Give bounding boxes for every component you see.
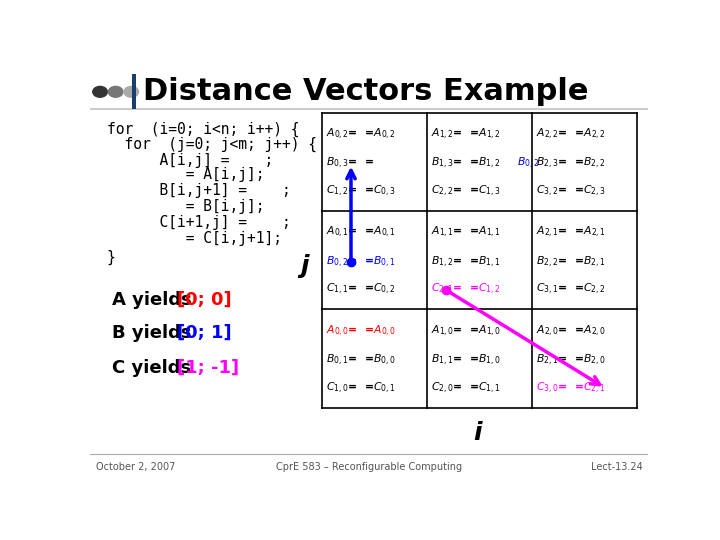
Text: $B_{0,2}$: $B_{0,2}$ bbox=[516, 156, 539, 171]
Text: }: } bbox=[107, 249, 115, 265]
Text: $C_{3,2}$=  =$C_{2,3}$: $C_{3,2}$= =$C_{2,3}$ bbox=[536, 184, 606, 199]
Text: $A_{2,2}$=  =$A_{2,2}$: $A_{2,2}$= =$A_{2,2}$ bbox=[536, 127, 606, 142]
Text: $C_{2,2}$=  =$C_{1,3}$: $C_{2,2}$= =$C_{1,3}$ bbox=[431, 184, 500, 199]
Text: $A_{1,1}$=  =$A_{1,1}$: $A_{1,1}$= =$A_{1,1}$ bbox=[431, 225, 501, 240]
Text: $A_{2,1}$=  =$A_{2,1}$: $A_{2,1}$= =$A_{2,1}$ bbox=[536, 225, 606, 240]
Circle shape bbox=[109, 86, 123, 97]
Text: October 2, 2007: October 2, 2007 bbox=[96, 462, 175, 472]
Text: $A_{0,2}$=  =$A_{0,2}$: $A_{0,2}$= =$A_{0,2}$ bbox=[325, 127, 396, 142]
Text: for  (j=0; j<m; j++) {: for (j=0; j<m; j++) { bbox=[107, 137, 317, 152]
Text: = B[i,j];: = B[i,j]; bbox=[107, 199, 264, 214]
FancyBboxPatch shape bbox=[132, 74, 136, 109]
Text: $B_{2,3}$=  =$B_{2,2}$: $B_{2,3}$= =$B_{2,2}$ bbox=[536, 156, 606, 171]
Text: $C_{1,0}$=  =$C_{0,1}$: $C_{1,0}$= =$C_{0,1}$ bbox=[325, 381, 395, 396]
Text: B yields: B yields bbox=[112, 324, 198, 342]
Text: $B_{2,2}$=  =$B_{2,1}$: $B_{2,2}$= =$B_{2,1}$ bbox=[536, 255, 606, 270]
Text: Distance Vectors Example: Distance Vectors Example bbox=[143, 77, 588, 106]
Text: $C_{3,0}$=  =$C_{2,1}$: $C_{3,0}$= =$C_{2,1}$ bbox=[536, 381, 606, 396]
Text: [1; -1]: [1; -1] bbox=[176, 359, 239, 376]
Text: $B_{1,3}$=  =$B_{1,2}$: $B_{1,3}$= =$B_{1,2}$ bbox=[431, 156, 500, 171]
Text: C[i+1,j] =    ;: C[i+1,j] = ; bbox=[107, 215, 290, 230]
Text: $A_{1,2}$=  =$A_{1,2}$: $A_{1,2}$= =$A_{1,2}$ bbox=[431, 127, 500, 142]
Text: $C_{1,2}$=  =$C_{0,3}$: $C_{1,2}$= =$C_{0,3}$ bbox=[325, 184, 396, 199]
Text: = C[i,j+1];: = C[i,j+1]; bbox=[107, 231, 282, 246]
Text: j: j bbox=[300, 254, 309, 279]
Text: C yields: C yields bbox=[112, 359, 198, 376]
Text: A[i,j] =    ;: A[i,j] = ; bbox=[107, 153, 273, 168]
Text: B[i,j+1] =    ;: B[i,j+1] = ; bbox=[107, 183, 290, 198]
Text: $A_{0,0}$=  =$A_{0,0}$: $A_{0,0}$= =$A_{0,0}$ bbox=[325, 323, 396, 339]
Text: $C_{1,1}$=  =$C_{0,2}$: $C_{1,1}$= =$C_{0,2}$ bbox=[325, 282, 395, 298]
Text: A yields: A yields bbox=[112, 291, 198, 309]
Circle shape bbox=[124, 86, 138, 97]
Text: $B_{0,2}$=  =$B_{0,1}$: $B_{0,2}$= =$B_{0,1}$ bbox=[325, 255, 395, 270]
Text: for  (i=0; i<n; i++) {: for (i=0; i<n; i++) { bbox=[107, 122, 300, 137]
Text: [0; 1]: [0; 1] bbox=[176, 324, 231, 342]
Text: $A_{0,1}$=  =$A_{0,1}$: $A_{0,1}$= =$A_{0,1}$ bbox=[325, 225, 396, 240]
Text: $B_{0,3}$=  =: $B_{0,3}$= = bbox=[325, 156, 374, 171]
Text: Lect-13.24: Lect-13.24 bbox=[590, 462, 642, 472]
Text: = A[i,j];: = A[i,j]; bbox=[107, 167, 264, 183]
Text: $A_{1,0}$=  =$A_{1,0}$: $A_{1,0}$= =$A_{1,0}$ bbox=[431, 323, 501, 339]
Text: $B_{2,1}$=  =$B_{2,0}$: $B_{2,1}$= =$B_{2,0}$ bbox=[536, 353, 606, 368]
Text: $C_{3,1}$=  =$C_{2,2}$: $C_{3,1}$= =$C_{2,2}$ bbox=[536, 282, 606, 298]
Text: $B_{1,2}$=  =$B_{1,1}$: $B_{1,2}$= =$B_{1,1}$ bbox=[431, 255, 500, 270]
Text: $C_{2,1}$=  =$C_{1,2}$: $C_{2,1}$= =$C_{1,2}$ bbox=[431, 282, 500, 298]
Text: $A_{2,0}$=  =$A_{2,0}$: $A_{2,0}$= =$A_{2,0}$ bbox=[536, 323, 606, 339]
Text: $C_{2,0}$=  =$C_{1,1}$: $C_{2,0}$= =$C_{1,1}$ bbox=[431, 381, 500, 396]
Text: i: i bbox=[474, 421, 482, 445]
Text: $B_{0,1}$=  =$B_{0,0}$: $B_{0,1}$= =$B_{0,0}$ bbox=[325, 353, 395, 368]
Text: [0; 0]: [0; 0] bbox=[176, 291, 231, 309]
Text: CprE 583 – Reconfigurable Computing: CprE 583 – Reconfigurable Computing bbox=[276, 462, 462, 472]
Circle shape bbox=[93, 86, 107, 97]
Text: $B_{1,1}$=  =$B_{1,0}$: $B_{1,1}$= =$B_{1,0}$ bbox=[431, 353, 500, 368]
